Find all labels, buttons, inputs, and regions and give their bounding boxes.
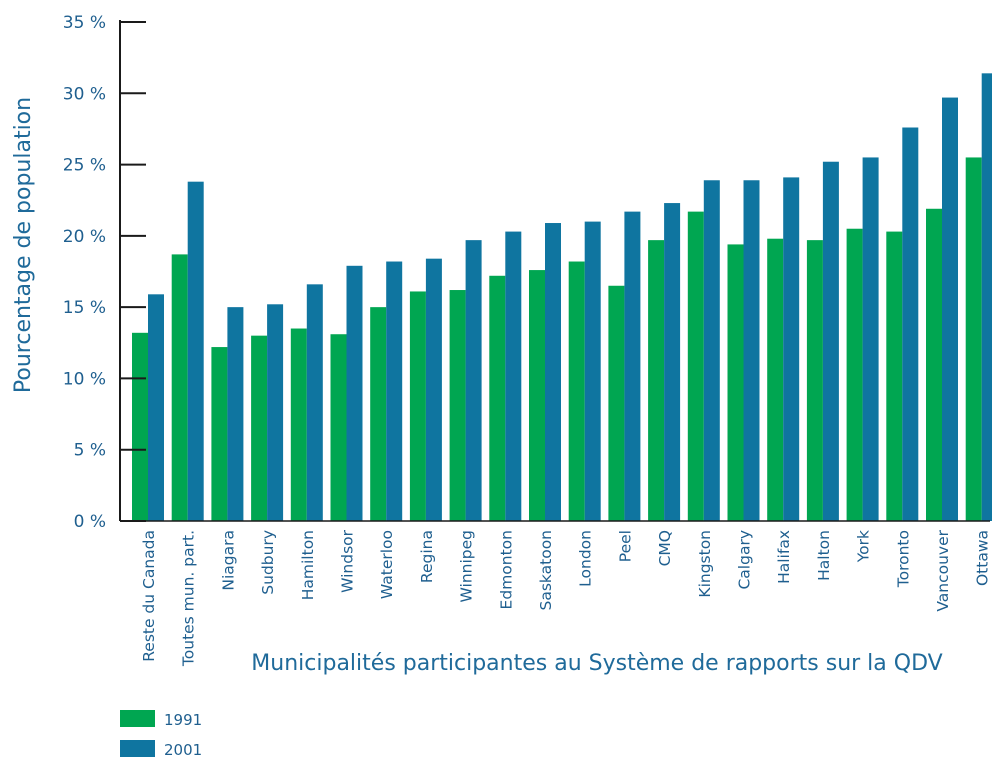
y-axis: 0 % 5 % 10 % 15 % 20 % 25 % 30 % 35 %: [63, 13, 146, 532]
bar-2001: [187, 181, 204, 521]
y-tick-label: 10 %: [63, 369, 106, 389]
bar-2001: [545, 223, 561, 522]
category-label: Calgary: [736, 530, 754, 590]
category-label: Waterloo: [378, 530, 396, 599]
bar-2001: [783, 177, 800, 521]
bar-2001: [267, 304, 284, 521]
y-tick-label: 35 %: [63, 13, 106, 33]
bar-2001: [981, 73, 992, 521]
y-tick-label: 25 %: [63, 156, 106, 176]
bar-1991: [687, 211, 704, 521]
category-label: Peel: [616, 530, 634, 562]
legend-label: 1991: [164, 711, 202, 729]
bar-1991: [568, 261, 585, 521]
category-labels: Reste du Canada Toutes mun. part. Niagara S…: [140, 529, 992, 667]
bar-1991: [370, 307, 387, 521]
category-label: Kingston: [696, 530, 714, 598]
legend: 1991 2001: [120, 710, 202, 759]
bar-1991: [608, 285, 625, 521]
category-label: Saskatoon: [537, 530, 555, 610]
bar-1991: [846, 228, 863, 521]
category-label: York: [855, 530, 873, 563]
bar-2001: [386, 261, 403, 521]
bar-2001: [822, 161, 839, 521]
category-label: Ottawa: [974, 530, 992, 586]
category-label: Reste du Canada: [140, 530, 158, 662]
bar-1991: [926, 208, 942, 522]
legend-swatch: [120, 710, 155, 727]
y-tick-label: 20 %: [63, 227, 106, 247]
category-label: Hamilton: [299, 530, 317, 600]
bar-2001: [306, 284, 323, 521]
bar-2001: [703, 180, 720, 522]
category-label: Vancouver: [934, 529, 952, 611]
y-axis-title: Pourcentage de population: [11, 97, 36, 393]
bar-1991: [409, 291, 426, 521]
bars-group: [132, 73, 992, 522]
category-label: Halifax: [775, 530, 793, 584]
category-label: Toutes mun. part.: [180, 530, 198, 667]
legend-label: 2001: [164, 741, 202, 759]
bar-2001: [942, 97, 958, 521]
bar-2001: [664, 203, 681, 521]
bar-1991: [132, 332, 148, 521]
y-tick-label: 5 %: [74, 441, 106, 461]
category-label: Sudbury: [259, 530, 277, 595]
y-tick-label: 0 %: [74, 512, 106, 532]
bar-2001: [465, 240, 482, 522]
bar-1991: [529, 270, 545, 521]
bar-1991: [489, 275, 506, 521]
bar-1991: [330, 334, 347, 521]
y-tick-label: 30 %: [63, 84, 106, 104]
bar-1991: [727, 244, 744, 521]
bar-2001: [148, 294, 164, 521]
category-label: Edmonton: [497, 530, 515, 609]
category-label: CMQ: [656, 530, 674, 566]
category-label: Toronto: [894, 530, 912, 588]
category-label: Winnipeg: [458, 530, 476, 602]
legend-swatch: [120, 740, 155, 757]
y-tick-label: 15 %: [63, 298, 106, 318]
bar-1991: [449, 290, 466, 521]
bar-2001: [346, 265, 363, 521]
bar-1991: [965, 157, 982, 521]
bar-1991: [806, 240, 823, 522]
bar-2001: [227, 307, 244, 521]
category-label: Halton: [815, 530, 833, 581]
bar-2001: [584, 221, 601, 521]
bar-2001: [425, 258, 442, 521]
bar-1991: [211, 347, 228, 521]
x-axis-title: Municipalités participantes au Système d…: [251, 651, 942, 676]
category-label: Windsor: [339, 529, 357, 593]
bar-1991: [171, 254, 188, 522]
category-label: Regina: [418, 530, 436, 583]
category-label: Niagara: [219, 530, 237, 591]
category-label: London: [577, 530, 595, 587]
bar-1991: [251, 335, 268, 521]
bar-2001: [862, 157, 879, 521]
bar-1991: [886, 231, 903, 521]
bar-1991: [290, 328, 307, 521]
bar-2001: [624, 211, 641, 521]
bar-1991: [648, 240, 665, 522]
bar-2001: [902, 127, 919, 521]
bar-2001: [743, 180, 760, 522]
bar-1991: [767, 238, 784, 522]
bar-2001: [505, 231, 522, 521]
